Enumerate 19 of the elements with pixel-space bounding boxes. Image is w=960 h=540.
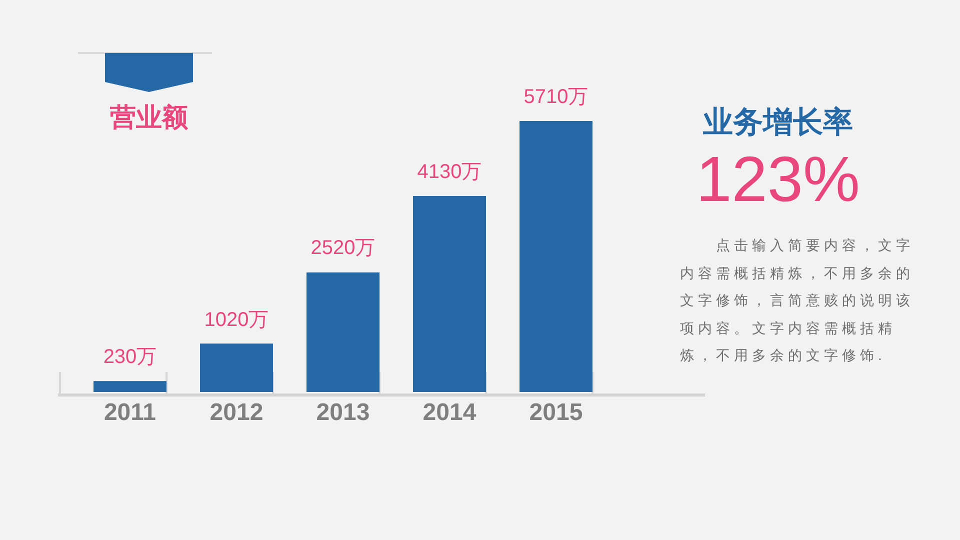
data-label: 1020万 xyxy=(203,308,270,333)
bar xyxy=(520,121,592,392)
data-label: 2520万 xyxy=(310,236,376,262)
bar xyxy=(413,196,486,392)
chart-title: 营业额 xyxy=(109,101,189,134)
text: 业务增长率 xyxy=(702,105,854,141)
x-tick-label: 2015 xyxy=(528,399,584,427)
bar xyxy=(306,272,380,392)
x-tick-label: 2014 xyxy=(422,399,478,427)
data-label: 230万 xyxy=(102,345,158,370)
data-label: 5710万 xyxy=(522,85,590,110)
bar xyxy=(94,381,166,392)
bar xyxy=(200,344,273,392)
text: 点击输入简要内容，文字内容需概括精炼，不用多余的文字修饰，言简意赅的说明该项内容。文字内容需概括精炼，不用多余的文字修饰. xyxy=(680,236,915,365)
x-tick-label: 2013 xyxy=(315,399,371,427)
x-tick-label: 2011 xyxy=(102,399,158,427)
text: 123% xyxy=(695,142,861,216)
x-tick-label: 2012 xyxy=(208,399,264,427)
data-label: 4130万 xyxy=(416,160,483,185)
